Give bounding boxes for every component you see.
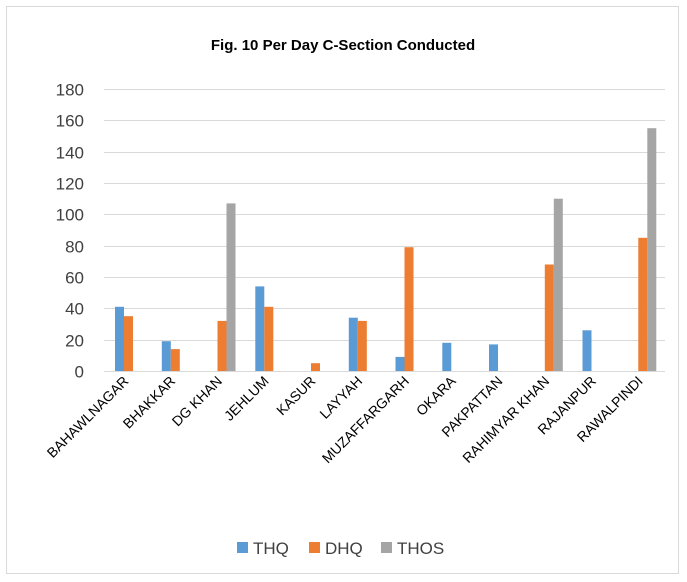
y-tick-label: 100 (56, 206, 84, 225)
x-tick-label: MUZAFFARGARH (319, 373, 412, 466)
gridlines (104, 89, 665, 341)
y-tick-label: 40 (65, 300, 84, 319)
bar-dhq (124, 316, 133, 371)
bar-thq (442, 342, 452, 371)
legend-swatch-dhq (309, 542, 320, 553)
bar-dhq (357, 320, 367, 371)
y-axis-tick-labels: 0 20 40 60 80 100 120 140 160 180 (56, 81, 84, 382)
bar-thq (115, 306, 124, 371)
bar-thos (553, 198, 563, 371)
x-tick-label: KASUR (273, 373, 318, 418)
legend: THQ DHQ THOS (237, 539, 444, 558)
y-tick-label: 0 (75, 363, 84, 382)
chart-title: Fig. 10 Per Day C-Section Conducted (211, 37, 475, 54)
bar-dhq (217, 320, 227, 371)
bar-dhq (311, 363, 320, 371)
x-tick-label: DG KHAN (169, 373, 225, 429)
y-tick-label: 160 (56, 112, 84, 131)
y-tick-label: 140 (56, 144, 84, 163)
legend-label-dhq: DHQ (325, 539, 363, 558)
bar-thq (161, 341, 171, 371)
bar-dhq (264, 306, 274, 371)
x-tick-label: JEHLUM (221, 373, 272, 424)
bar-thos (647, 128, 657, 371)
bar-dhq (638, 237, 648, 371)
legend-swatch-thos (381, 542, 392, 553)
bars (115, 128, 657, 371)
bar-thq (582, 330, 592, 371)
bar-dhq (404, 247, 414, 371)
bar-dhq (170, 349, 180, 371)
bar-thq (255, 286, 265, 371)
y-tick-label: 120 (56, 175, 84, 194)
bar-dhq (544, 264, 554, 371)
x-tick-label: RAHIMYAR KHAN (459, 373, 552, 466)
y-tick-label: 60 (65, 269, 84, 288)
x-tick-label: OKARA (413, 372, 459, 418)
legend-swatch-thq (237, 542, 248, 553)
legend-label-thos: THOS (397, 539, 444, 558)
bar-thos (226, 203, 236, 371)
y-tick-label: 80 (65, 238, 84, 257)
bar-thq (395, 356, 405, 371)
chart-area (6, 6, 679, 574)
y-tick-label: 20 (65, 332, 84, 351)
bar-thq (489, 344, 498, 371)
bar-thq (348, 317, 358, 371)
x-tick-label: BAHAWLNAGAR (44, 373, 132, 461)
legend-label-thq: THQ (253, 539, 289, 558)
y-tick-label: 180 (56, 81, 84, 100)
